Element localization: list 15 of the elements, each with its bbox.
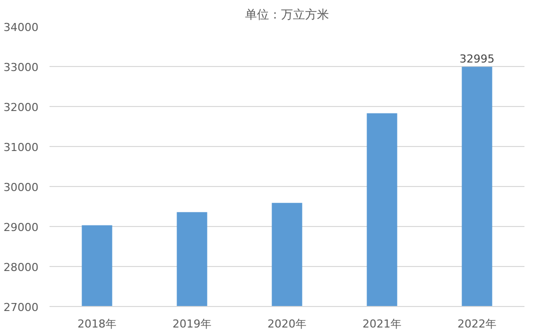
x-tick-label: 2021年 bbox=[362, 318, 402, 330]
y-tick-label: 29000 bbox=[4, 221, 39, 234]
x-tick-label: 2019年 bbox=[172, 318, 212, 330]
y-tick-label: 32000 bbox=[4, 101, 39, 114]
x-tick-label: 2022年 bbox=[458, 318, 497, 330]
y-tick-label: 34000 bbox=[4, 21, 39, 34]
chart-title: 单位：万立方米 bbox=[245, 8, 329, 22]
x-tick-label: 2018年 bbox=[78, 318, 117, 330]
y-tick-label: 30000 bbox=[4, 181, 39, 194]
x-tick-label: 2020年 bbox=[268, 318, 307, 330]
y-tick-label: 31000 bbox=[4, 141, 39, 154]
y-tick-label: 28000 bbox=[4, 261, 39, 274]
data-label: 32995 bbox=[460, 52, 495, 66]
y-tick-label: 33000 bbox=[4, 61, 39, 74]
y-tick-label: 27000 bbox=[4, 301, 39, 314]
